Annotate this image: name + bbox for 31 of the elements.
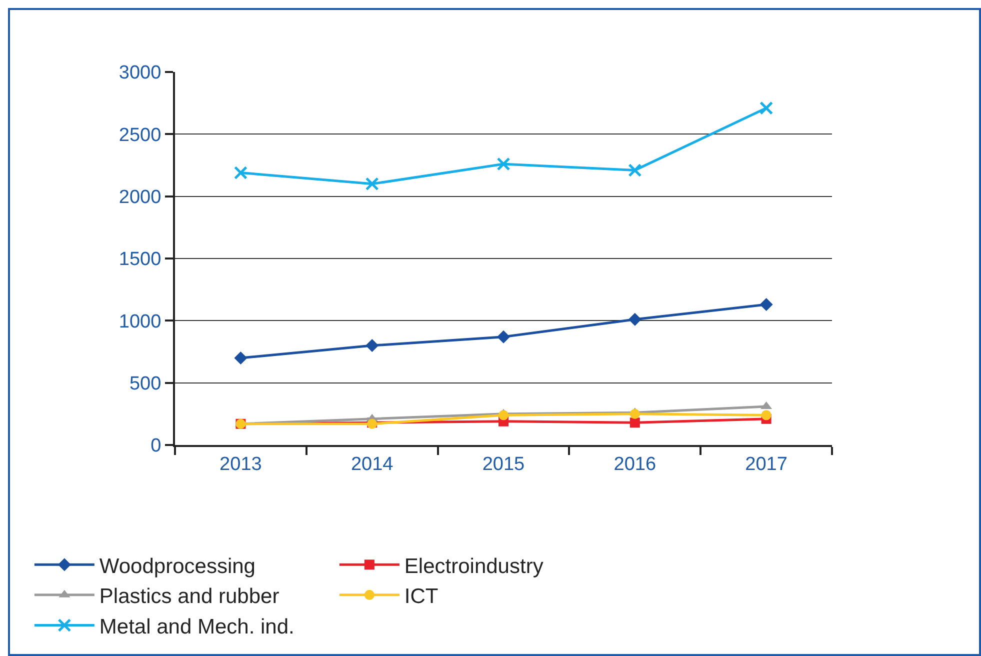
point — [630, 408, 640, 419]
y-tick-label: 2000 — [118, 186, 162, 208]
y-tick-label: 2500 — [118, 124, 162, 146]
point — [498, 410, 508, 420]
y-tick-label: 500 — [129, 373, 162, 394]
point — [628, 312, 642, 326]
point — [497, 330, 510, 344]
point — [628, 163, 642, 177]
x-tick-label: 2013 — [220, 454, 262, 475]
x-tick-label: 2016 — [614, 454, 656, 475]
x-tick-label: 2017 — [745, 454, 788, 475]
x-tick-label: 2015 — [482, 454, 525, 475]
y-tick-label: 0 — [150, 436, 162, 457]
point — [761, 410, 772, 420]
legend-label: Woodprocessing — [99, 554, 256, 578]
point — [366, 339, 379, 352]
y-tick-label: 1500 — [118, 249, 162, 270]
legend-label: Electroindustry — [404, 554, 544, 578]
legend-label: Metal and Mech. ind. — [99, 615, 294, 638]
point — [234, 351, 248, 364]
y-tick-label: 3000 — [118, 62, 162, 84]
y-tick-label: 1000 — [118, 311, 162, 332]
point — [760, 298, 773, 311]
legend-label: Plastics and rubber — [99, 585, 280, 608]
point — [234, 166, 248, 180]
point — [365, 177, 379, 191]
legend-label: ICT — [404, 585, 438, 608]
point — [630, 418, 640, 428]
x-tick-label: 2014 — [350, 454, 394, 475]
point — [496, 157, 510, 171]
point — [760, 101, 774, 115]
